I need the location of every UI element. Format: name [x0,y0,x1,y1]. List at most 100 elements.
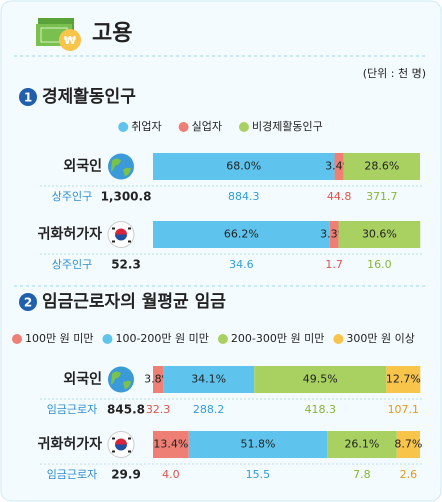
count-label: 107.1 [388,403,420,416]
money-icon: ₩ [36,18,81,51]
value-label: 28.6% [364,160,399,173]
bar-segment [327,431,397,458]
total-name: 임금근로자 [47,468,98,481]
legend-label: 실업자 [192,120,222,133]
trigram [112,450,115,453]
bar-segment [329,221,339,248]
legend-swatch [12,334,22,344]
count-label: 1.7 [325,258,343,271]
globe-icon [108,153,134,180]
category-label: 귀화허가자 [38,226,103,243]
count-label: 16.0 [367,258,392,271]
value-label: 68.0% [226,160,261,173]
section-number: 2 [24,296,32,310]
taeguk-red [115,228,127,235]
section-title: 경제활동인구 [42,86,136,107]
legend-label: 100만 원 미만 [25,332,93,345]
count-label: 7.8 [353,468,371,481]
total-value: 52.3 [111,258,141,272]
section-number-bg [19,88,37,106]
taeguk-blue [115,444,127,451]
legend-label: 취업자 [131,120,161,133]
legend-swatch [217,334,228,344]
bar-segment [386,366,421,393]
bar-segment [396,431,420,458]
bar-segment [254,366,387,393]
section-number-bg [19,293,37,311]
count-label: 4.0 [162,468,180,481]
total-value: 1,300.8 [101,190,152,204]
value-label: 30.6% [362,228,397,241]
legend-item: 비경제활동인구 [238,119,323,133]
bar-segment [153,221,330,248]
total-value: 29.9 [111,468,141,482]
bar-segment [343,153,420,180]
value-label: 34.1% [191,373,226,386]
legend-item: 100만 원 미만 [12,332,93,345]
total-name: 상주인구 [52,190,92,203]
count-label: 34.6 [229,258,254,271]
count-label: 44.8 [327,190,352,203]
svg-text:₩: ₩ [64,34,76,47]
bar-segment [188,431,328,458]
value-label: 66.2% [224,228,259,241]
value-label: 13.4% [153,438,188,451]
total-value: 845.8 [107,403,145,417]
trigram [128,240,131,243]
unit: (단위 : 천 명) [363,66,426,80]
section-title: 임금근로자의 월평균 임금 [42,291,226,312]
land [111,371,131,390]
trigram [128,450,131,453]
taeguk-red [115,438,127,445]
count-label: 288.2 [193,403,225,416]
legend-item: 취업자 [118,120,162,133]
trigram [112,227,115,230]
legend-label: 300만 원 이상 [346,332,414,345]
globe-icon [108,366,134,393]
value-label: 26.1% [344,438,379,451]
value-label: 8.7% [394,438,422,451]
legend-item: 200-300만 원 미만 [217,332,324,345]
bar-segment [153,431,189,458]
bar-segment [334,153,344,180]
count-label: 15.5 [246,468,271,481]
count-label: 884.3 [228,190,260,203]
value-label: 49.5% [303,373,338,386]
total-name: 상주인구 [52,258,92,271]
trigram [112,437,115,440]
total-name: 임금근로자 [47,403,98,416]
land [111,158,131,177]
legend-label: 비경제활동인구 [252,119,323,133]
category-label: 외국인 [63,371,102,388]
taeguk-blue [115,234,127,241]
count-label: 418.3 [305,403,337,416]
bar-segment [338,221,421,248]
section-number: 1 [24,91,32,105]
bar-segment [163,366,255,393]
legend-swatch [238,122,249,132]
flag-icon [107,221,135,248]
bar-segment [153,153,335,180]
legend-swatch [118,122,129,132]
count-label: 2.6 [400,468,418,481]
trigram [112,240,115,243]
legend-swatch [333,334,344,344]
count-label: 32.3 [146,403,171,416]
category-label: 외국인 [63,158,102,175]
value-label: 12.7% [386,373,421,386]
flag-icon [107,431,135,458]
count-label: 371.7 [366,190,398,203]
legend-label: 200-300만 원 미만 [231,332,324,345]
legend-item: 실업자 [178,120,222,133]
legend-item: 300만 원 이상 [333,332,415,345]
legend-label: 100-200만 원 미만 [115,332,208,345]
category-label: 귀화허가자 [38,436,103,453]
bar-segment [153,366,164,393]
legend-swatch [102,334,113,344]
trigram [128,437,131,440]
header-title: 고용 [92,21,132,46]
legend-item: 100-200만 원 미만 [102,332,209,345]
trigram [128,227,131,230]
value-label: 51.8% [240,438,275,451]
